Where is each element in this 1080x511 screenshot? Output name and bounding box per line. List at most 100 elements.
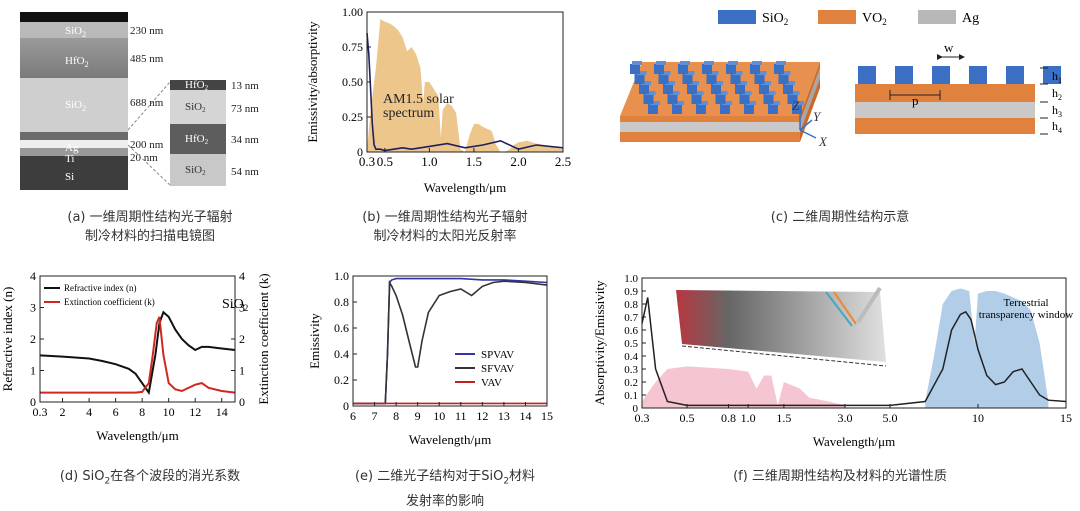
- panel-f: 0.3 0.5 0.8 1.0 1.5 3.0 5.0 10 15 0 0.1 0.2 0.3 0.4 0.…: [590, 262, 1080, 507]
- svg-text:13 nm: 13 nm: [231, 80, 259, 92]
- sio2-pillar-top: [674, 101, 684, 105]
- x-tick-label: 12: [476, 409, 488, 423]
- caption-e-line1: (e) 二维光子结构对于SiO2材料: [354, 469, 536, 487]
- sio2-pillar: [763, 94, 774, 104]
- sio2-pillar-top: [728, 61, 738, 65]
- x-axis-label: Wavelength/μm: [813, 434, 895, 449]
- sem-label-sio2-top: SiO2: [65, 25, 86, 39]
- sem-label-si: Si: [65, 171, 74, 183]
- caption-c: (c) 二维周期性结构示意: [770, 210, 910, 225]
- sio2-pillar-top: [665, 81, 675, 85]
- legend-e-label: SFVAV: [481, 363, 514, 375]
- schematic-cross-section: w p h1 h2 h3 h4: [855, 40, 1062, 135]
- sio2-pillar: [750, 64, 760, 74]
- label-h4: h4: [1052, 119, 1062, 135]
- sio2-pillar-top: [737, 81, 747, 85]
- y-tick-label: 0.5: [624, 338, 638, 350]
- x-tick-label: 4: [86, 405, 92, 419]
- y-axis-right-label: Extinction coefficient (k): [256, 273, 271, 404]
- legend-swatch-vo2: [818, 10, 856, 24]
- y-tick-label: 0.50: [342, 75, 363, 89]
- solar-spectrum-area: [642, 366, 845, 408]
- svg-text:73 nm: 73 nm: [231, 103, 259, 115]
- x-tick-label: 14: [216, 405, 228, 419]
- sio2-pillar: [682, 74, 693, 84]
- x-tick-label: 3.0: [837, 411, 852, 425]
- caption-b-line2: 制冷材料的太阳光反射率: [373, 229, 517, 244]
- sio2-pillar: [678, 64, 688, 74]
- y-tick-label: 0: [343, 399, 349, 413]
- x-tick-label: 2: [60, 405, 66, 419]
- x-tick-label: 11: [455, 409, 467, 423]
- y-tick-label: 3: [239, 301, 245, 315]
- sem-image-figure: SiO2 HfO2 SiO2 Ag Ti Si 230 nm 485 nm 68…: [20, 12, 259, 190]
- svg-text:SiO2: SiO2: [185, 164, 206, 177]
- sio2-pillar: [643, 94, 654, 104]
- svg-text:HfO2: HfO2: [185, 133, 209, 146]
- y-tick-label: 0.2: [334, 373, 349, 387]
- sio2-pillar: [691, 94, 702, 104]
- label-h3: h3: [1052, 103, 1062, 119]
- sio2-pillar: [768, 104, 778, 114]
- y-tick-label: 4: [239, 269, 245, 283]
- caption-d: (d) SiO2在各个波段的消光系数: [59, 469, 241, 487]
- chart-f-spectral-properties: 0.3 0.5 0.8 1.0 1.5 3.0 5.0 10 1500.10.20.30.40.…: [592, 273, 1073, 449]
- sio2-pillar-top: [641, 81, 651, 85]
- label-h1: h1: [1052, 69, 1062, 85]
- y-tick-label: 1: [30, 364, 36, 378]
- sio2-pillar-top: [645, 91, 656, 95]
- x-tick-label: 2.5: [555, 154, 571, 169]
- sio2-pillar-top: [722, 101, 732, 105]
- x-tick-label: 14: [519, 409, 531, 423]
- label-h2: h2: [1052, 86, 1062, 102]
- x-tick-label: 10: [433, 409, 445, 423]
- sio2-pillar-top: [785, 81, 795, 85]
- y-tick-label: 0.6: [624, 325, 638, 337]
- y-tick-label: 0.75: [342, 40, 363, 54]
- y-tick-label: 0.4: [334, 347, 349, 361]
- cross-section-pillar: [1006, 66, 1024, 84]
- x-tick-label: 1.0: [421, 154, 437, 169]
- y-tick-label: 0.6: [334, 321, 349, 335]
- sio2-pillar: [667, 94, 678, 104]
- x-tick-label: 6: [113, 405, 119, 419]
- x-tick-label: 0.3: [33, 405, 48, 419]
- axis-y: Y: [813, 109, 822, 124]
- schematic-legend: SiO2 VO2 Ag: [718, 10, 979, 27]
- y-axis-label: Refractive index (n): [0, 287, 15, 392]
- sio2-pillar: [744, 104, 754, 114]
- x-axis-label: Wavelength/μm: [409, 432, 491, 447]
- x-tick-label: 13: [498, 409, 510, 423]
- sem-thickness-485: 485 nm: [130, 53, 164, 65]
- panel-b: 0.3 0.5 1.0 1.5 2.0 2.5 0 0.25 0.50 0.75 1.00 Wavel…: [295, 0, 585, 250]
- x-tick-label: 7: [372, 409, 378, 423]
- inset-3d-structure: [676, 286, 887, 367]
- y-tick-label: 0.3: [624, 364, 638, 376]
- svg-text:34 nm: 34 nm: [231, 134, 259, 146]
- x-tick-label: 15: [541, 409, 553, 423]
- x-tick-label: 1.0: [741, 411, 756, 425]
- cross-section-pillar: [969, 66, 987, 84]
- x-tick-label: 0.8: [721, 411, 736, 425]
- legend-d-k: Extinction coefficient (k): [64, 297, 155, 307]
- sio2-pillar: [730, 74, 741, 84]
- sio2-pillar-top: [761, 81, 771, 85]
- sio2-pillar: [658, 74, 669, 84]
- annotation-spectrum: spectrum: [383, 106, 434, 121]
- y-tick-label: 3: [30, 301, 36, 315]
- x-tick-label: 10: [972, 411, 984, 425]
- x-tick-label: 15: [1060, 411, 1072, 425]
- y-tick-label: 0: [30, 395, 36, 409]
- refractive-index-line: [39, 310, 236, 396]
- sio2-pillar-top: [765, 91, 776, 95]
- x-tick-label: 12: [189, 405, 201, 419]
- x-tick-label: 9: [415, 409, 421, 423]
- sio2-pillar: [663, 84, 673, 94]
- y-tick-label: 0.9: [624, 286, 638, 298]
- axis-x: X: [818, 134, 828, 149]
- x-tick-label: 8: [393, 409, 399, 423]
- annotation-terrestrial: Terrestrial: [1003, 297, 1048, 309]
- x-tick-label: 6: [350, 409, 356, 423]
- label-p: p: [912, 93, 919, 108]
- sio2-pillar: [739, 94, 750, 104]
